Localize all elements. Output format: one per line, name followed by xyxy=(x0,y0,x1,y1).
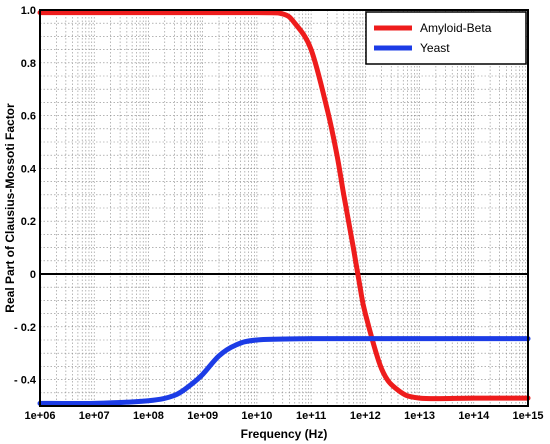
legend-label-0: Amyloid-Beta xyxy=(420,21,492,35)
y-tick-label: 1.0 xyxy=(21,5,36,17)
x-axis-label: Frequency (Hz) xyxy=(241,427,328,441)
x-tick-labels: 1e+06 1e+07 1e+08 1e+09 1e+10 1e+11 1e+12 1e+13… xyxy=(25,410,544,422)
x-tick-label: 1e+06 xyxy=(25,410,56,422)
y-tick-label: - 0.4 xyxy=(14,375,37,387)
plot-background xyxy=(40,10,528,406)
x-tick-label: 1e+09 xyxy=(187,410,218,422)
legend-box xyxy=(365,11,527,65)
series-line-1 xyxy=(37,336,531,407)
y-tick-label: 0.6 xyxy=(21,111,36,123)
plot-frame xyxy=(39,9,529,407)
x-tick-label: 1e+12 xyxy=(350,410,381,422)
legend-label-1: Yeast xyxy=(420,41,450,55)
x-tick-label: 1e+13 xyxy=(404,410,435,422)
y-tick-label: - 0.2 xyxy=(14,322,36,334)
y-tick-label: 0.8 xyxy=(21,58,36,70)
x-tick-label: 1e+07 xyxy=(79,410,110,422)
y-tick-label: 0 xyxy=(30,269,36,281)
y-tick-labels: 1.0 0.8 0.6 0.4 0.2 0 - 0.2 - 0.4 xyxy=(14,5,37,387)
x-tick-label: 1e+14 xyxy=(458,410,490,422)
y-tick-label: 0.4 xyxy=(21,163,37,175)
y-axis-label: Real Part of Clausius-Mossoti Factor xyxy=(3,103,17,313)
x-tick-label: 1e+11 xyxy=(296,410,326,422)
series-group xyxy=(37,10,531,407)
legend: Amyloid-Beta Yeast xyxy=(365,11,527,65)
y-tick-label: 0.2 xyxy=(21,216,36,228)
x-tick-label: 1e+08 xyxy=(133,410,164,422)
series-line-0 xyxy=(37,10,531,402)
x-tick-label: 1e+15 xyxy=(513,410,544,422)
x-tick-label: 1e+10 xyxy=(241,410,272,422)
